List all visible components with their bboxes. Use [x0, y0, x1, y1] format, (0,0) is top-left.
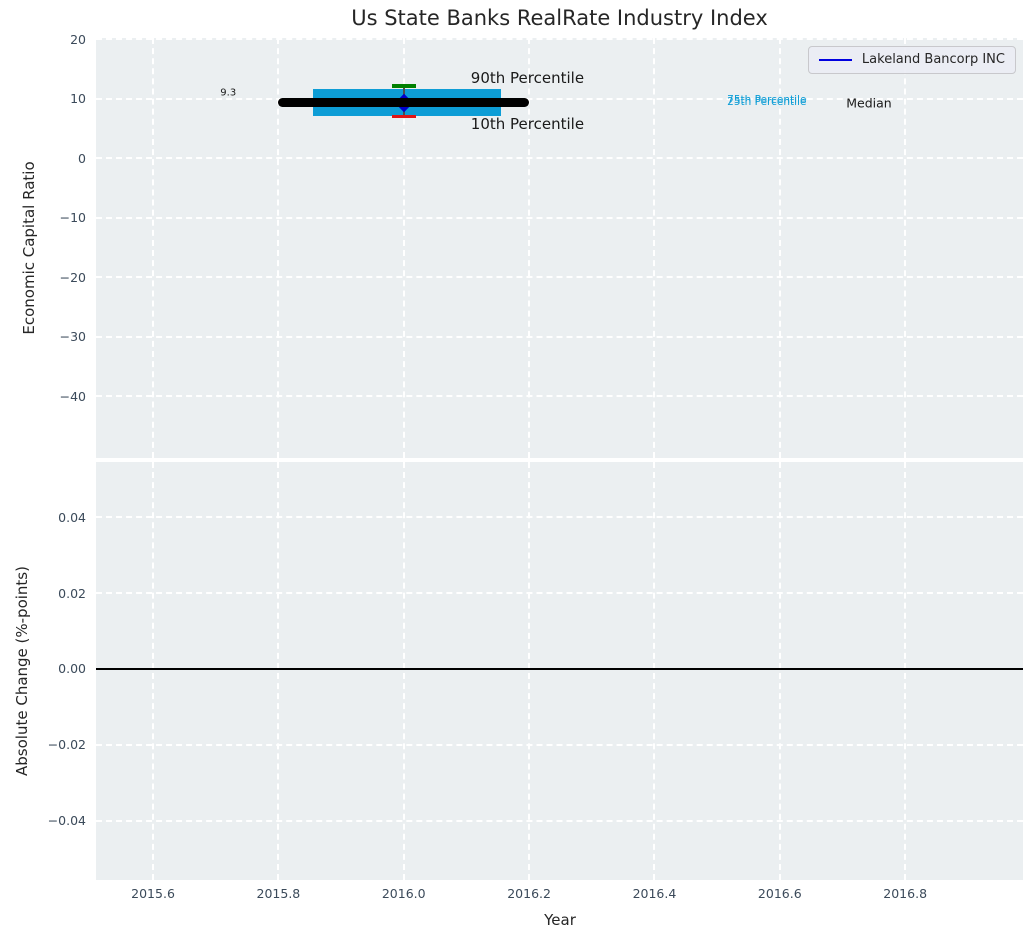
gridline-vertical	[402, 462, 405, 880]
gridline-horizontal	[96, 516, 1023, 519]
gridline-horizontal	[96, 395, 1023, 398]
series-median	[278, 98, 530, 108]
gridline-vertical	[277, 38, 280, 458]
x-tick-label: 2016.8	[883, 886, 928, 901]
y-tick-label: 10	[70, 91, 86, 107]
gridline-horizontal	[96, 335, 1023, 338]
x-tick-label: 2016.2	[507, 886, 551, 901]
legend-label: Lakeland Bancorp INC	[861, 52, 1005, 67]
x-tick-label: 2015.6	[131, 886, 175, 901]
gridline-vertical	[904, 462, 907, 880]
x-tick-label: 2016.4	[632, 886, 677, 901]
annotation-median: Median	[846, 95, 892, 111]
annotation-25th-percentile: 25th Percentile	[727, 95, 807, 108]
series-25th-percentile	[312, 106, 501, 116]
y-tick-label: −20	[59, 269, 86, 285]
gridline-vertical	[778, 462, 781, 880]
whisker-cap	[391, 84, 416, 88]
gridline-horizontal	[96, 592, 1023, 595]
gridline-vertical	[528, 38, 531, 458]
whisker-cap	[391, 114, 416, 119]
gridline-horizontal	[96, 743, 1023, 746]
gridline-vertical	[653, 462, 656, 880]
y-tick-label: 0.00	[58, 661, 86, 677]
y-tick-label: 0.04	[58, 509, 86, 525]
y-tick-label: −0.02	[47, 737, 86, 753]
x-tick-label: 2016.6	[757, 886, 802, 901]
y-tick-label: −40	[59, 388, 86, 404]
gridline-vertical	[152, 462, 155, 880]
gridline-horizontal	[96, 276, 1023, 279]
annotation-10th-percentile: 10th Percentile	[470, 115, 585, 134]
y-tick-label: 0	[78, 150, 86, 166]
annotation-9-3: 9.3	[220, 87, 237, 99]
top-axes: Lakeland Bancorp INC 9.3 90th Percentile 1…	[96, 38, 1023, 458]
gridline-horizontal	[96, 38, 1023, 41]
x-tick-label: 2015.8	[256, 886, 301, 901]
y-tick-label: −30	[59, 329, 86, 345]
gridline-vertical	[778, 38, 781, 458]
annotation-90th-percentile: 90th Percentile	[470, 69, 585, 88]
gridline-horizontal	[96, 819, 1023, 822]
x-axis-label: Year	[544, 911, 576, 929]
y-tick-label: −0.04	[47, 813, 86, 828]
y-tick-label: 0.02	[58, 585, 86, 601]
gridline-vertical	[653, 38, 656, 458]
gridline-vertical	[528, 462, 531, 880]
gridline-horizontal	[96, 157, 1023, 160]
series-75th-percentile	[312, 88, 501, 98]
y-tick-label: −10	[59, 210, 86, 226]
y-tick-label: 20	[70, 31, 86, 47]
x-tick-label: 2016.0	[381, 886, 426, 901]
gridline-vertical	[904, 38, 907, 458]
annotation-75th-percentile: 75th Percentile	[727, 93, 807, 106]
legend-line-swatch	[818, 58, 852, 61]
gridline-vertical	[277, 462, 280, 880]
chart-title: Us State Banks RealRate Industry Index	[351, 6, 768, 30]
legend[interactable]: Lakeland Bancorp INC	[807, 46, 1016, 74]
gridline-vertical	[402, 38, 405, 458]
top-y-axis-label: Economic Capital Ratio	[20, 161, 38, 335]
series-zero-line	[96, 668, 1023, 670]
bottom-axes	[96, 462, 1023, 880]
gridline-vertical	[152, 38, 155, 458]
gridline-horizontal	[96, 97, 1023, 100]
gridline-horizontal	[96, 216, 1023, 219]
